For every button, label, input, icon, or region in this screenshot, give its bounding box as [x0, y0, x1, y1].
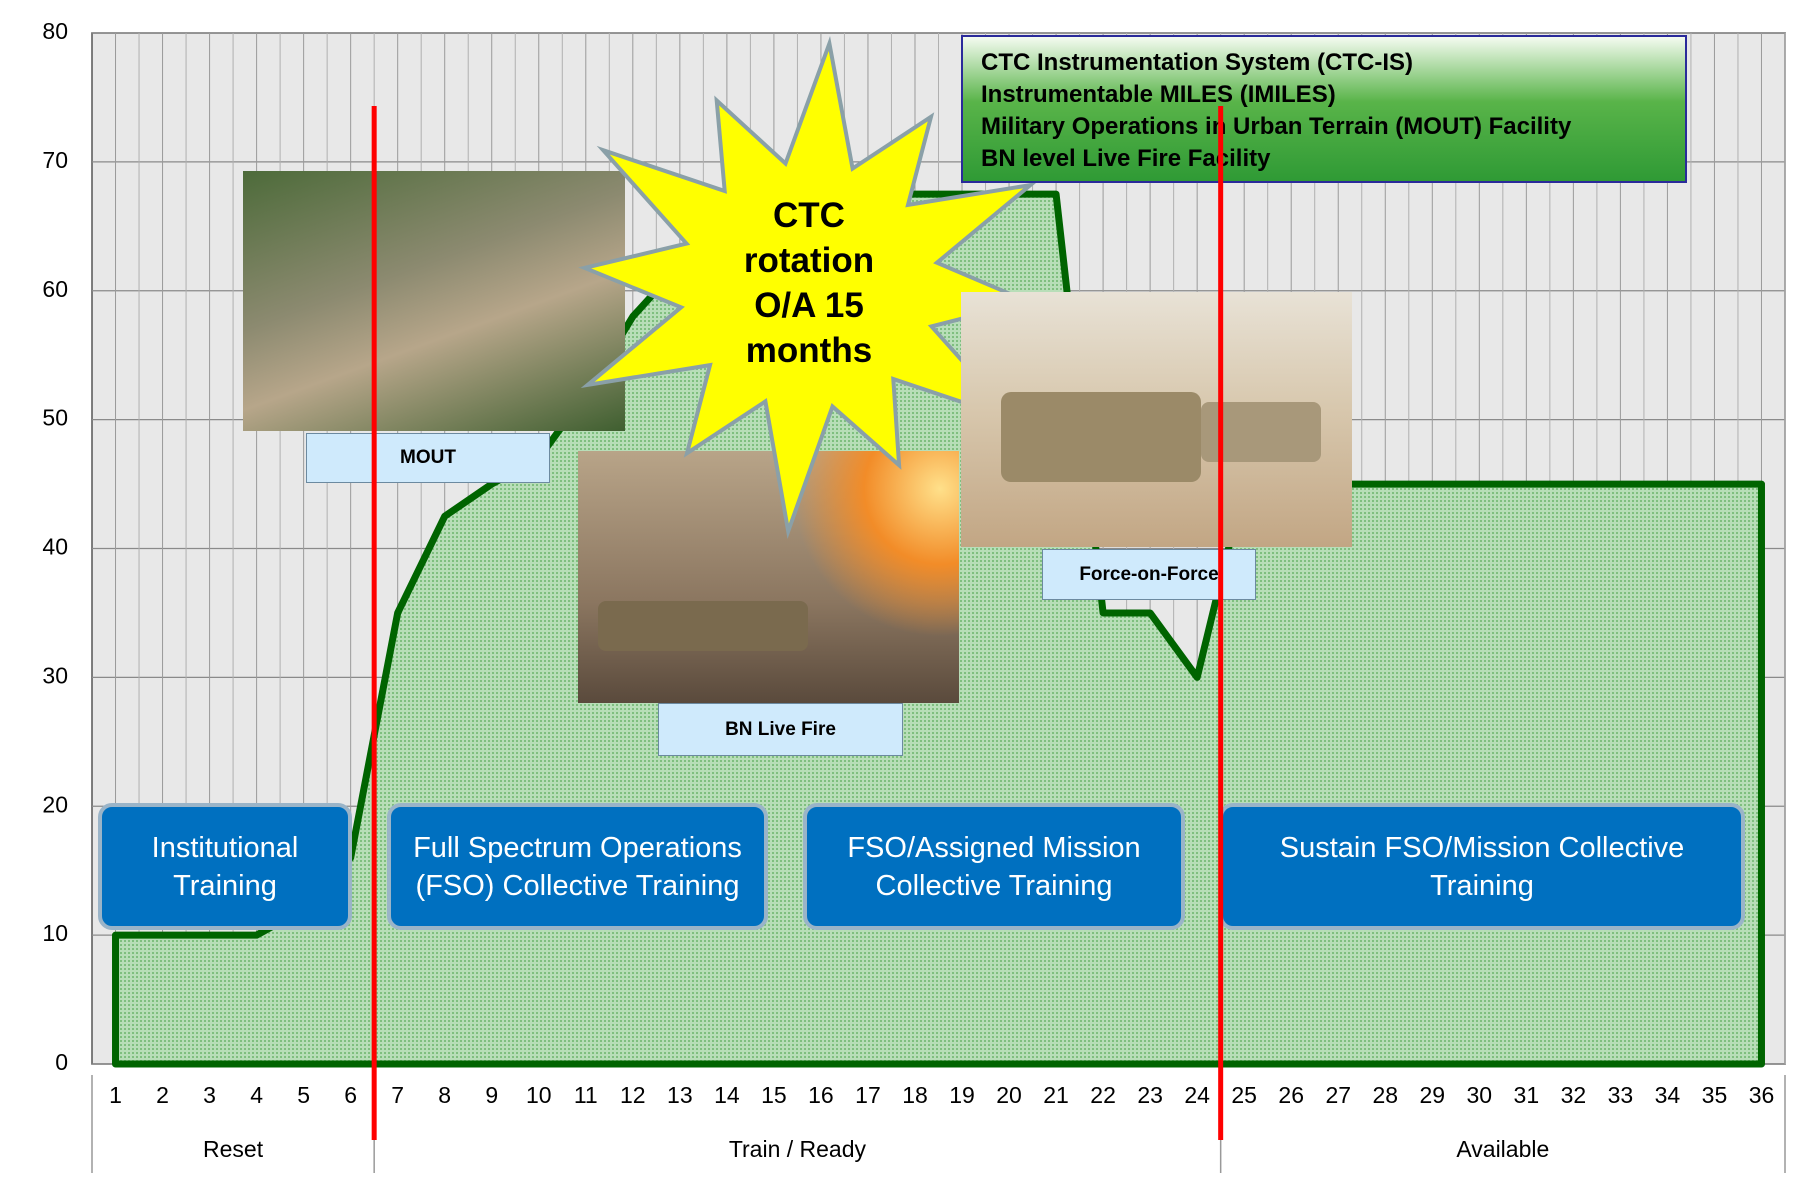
photo-caption: MOUT	[306, 433, 550, 483]
x-tick-label: 34	[1655, 1082, 1681, 1108]
legend-line: Instrumentable MILES (IMILES)	[981, 79, 1667, 111]
x-tick-label: 21	[1043, 1082, 1069, 1108]
y-tick-label: 50	[42, 405, 68, 431]
photo-caption: BN Live Fire	[658, 703, 903, 756]
page: 0102030405060708012345678910111213141516…	[0, 0, 1812, 1185]
x-tick-label: 23	[1137, 1082, 1163, 1108]
x-tick-label: 26	[1278, 1082, 1304, 1108]
x-tick-label: 5	[297, 1082, 310, 1108]
phase-box: FSO/Assigned Mission Collective Training	[803, 803, 1185, 930]
x-tick-label: 10	[526, 1082, 552, 1108]
phase-label: Train / Ready	[729, 1136, 867, 1162]
y-tick-label: 80	[42, 18, 68, 44]
x-tick-label: 27	[1325, 1082, 1351, 1108]
phase-box: Institutional Training	[98, 803, 352, 930]
x-tick-label: 31	[1514, 1082, 1540, 1108]
y-tick-label: 70	[42, 147, 68, 173]
x-tick-label: 12	[620, 1082, 646, 1108]
x-tick-label: 1	[109, 1082, 122, 1108]
x-tick-label: 4	[250, 1082, 263, 1108]
x-tick-label: 28	[1372, 1082, 1398, 1108]
x-tick-label: 13	[667, 1082, 693, 1108]
x-tick-label: 2	[156, 1082, 169, 1108]
x-tick-label: 6	[344, 1082, 357, 1108]
tank	[1001, 392, 1201, 482]
x-tick-label: 25	[1231, 1082, 1257, 1108]
legend-box: CTC Instrumentation System (CTC-IS)Instr…	[961, 35, 1687, 183]
force-photo	[961, 292, 1352, 547]
x-tick-label: 32	[1561, 1082, 1587, 1108]
x-tick-label: 33	[1608, 1082, 1634, 1108]
x-tick-label: 8	[438, 1082, 451, 1108]
y-tick-label: 40	[42, 534, 68, 560]
phase-label: Available	[1456, 1136, 1549, 1162]
y-tick-label: 0	[55, 1049, 68, 1075]
y-tick-label: 20	[42, 791, 68, 817]
tank	[1201, 402, 1321, 462]
photo-caption: Force-on-Force	[1042, 549, 1256, 600]
legend-line: BN level Live Fire Facility	[981, 143, 1667, 175]
x-tick-label: 7	[391, 1082, 404, 1108]
x-tick-label: 18	[902, 1082, 928, 1108]
y-tick-label: 10	[42, 920, 68, 946]
phase-label: Reset	[203, 1136, 264, 1162]
y-tick-label: 30	[42, 662, 68, 688]
x-tick-label: 3	[203, 1082, 216, 1108]
x-tick-label: 16	[808, 1082, 834, 1108]
tank	[598, 601, 808, 651]
x-tick-label: 17	[855, 1082, 881, 1108]
mout-photo	[243, 171, 625, 431]
x-tick-label: 19	[949, 1082, 975, 1108]
live-fire-photo	[578, 451, 959, 703]
x-tick-label: 15	[761, 1082, 787, 1108]
legend-line: Military Operations in Urban Terrain (MO…	[981, 111, 1667, 143]
phase-box: Sustain FSO/Mission Collective Training	[1219, 803, 1745, 930]
x-tick-label: 11	[574, 1082, 598, 1108]
x-tick-label: 22	[1090, 1082, 1116, 1108]
x-tick-label: 36	[1749, 1082, 1775, 1108]
legend-line: CTC Instrumentation System (CTC-IS)	[981, 47, 1667, 79]
y-tick-label: 60	[42, 276, 68, 302]
x-tick-label: 29	[1419, 1082, 1445, 1108]
x-tick-label: 14	[714, 1082, 740, 1108]
x-tick-label: 35	[1702, 1082, 1728, 1108]
x-tick-label: 20	[996, 1082, 1022, 1108]
phase-box: Full Spectrum Operations (FSO) Collectiv…	[387, 803, 768, 930]
x-tick-label: 30	[1467, 1082, 1493, 1108]
x-tick-label: 24	[1184, 1082, 1210, 1108]
x-tick-label: 9	[485, 1082, 498, 1108]
